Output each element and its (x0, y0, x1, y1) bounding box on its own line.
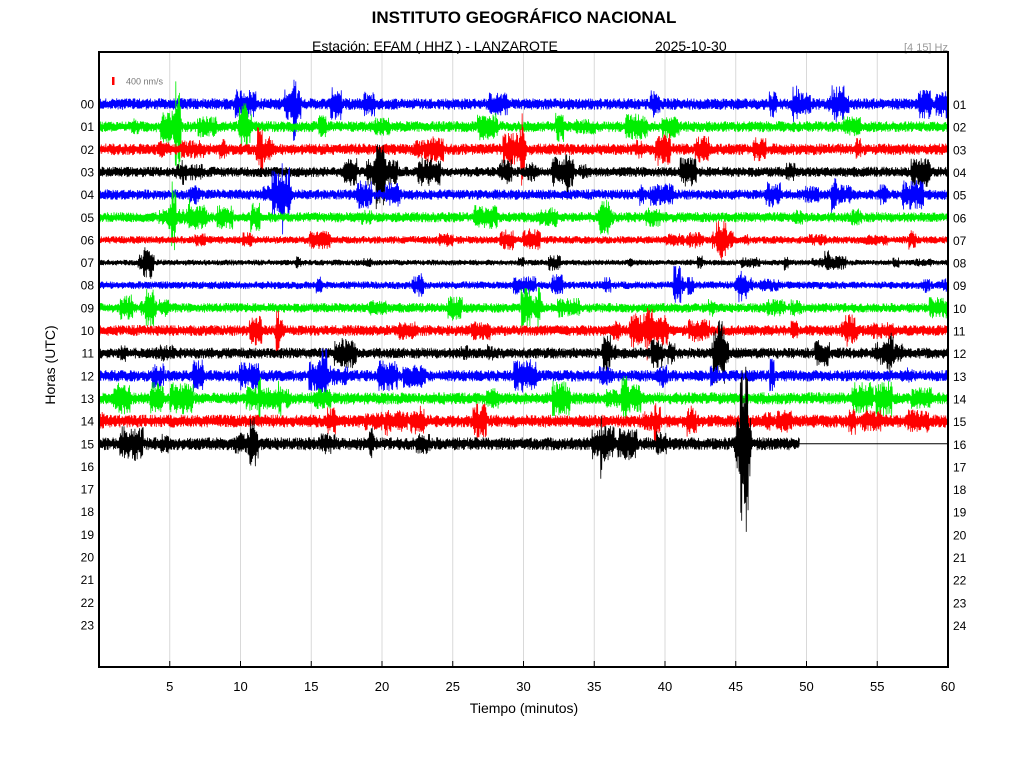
x-tick-label: 50 (799, 679, 813, 694)
left-hour-label: 13 (81, 392, 95, 406)
left-hour-label: 22 (81, 596, 95, 610)
right-hour-label: 23 (953, 596, 967, 610)
left-hour-label: 14 (81, 415, 95, 429)
right-hour-label: 17 (953, 460, 967, 474)
left-hour-label: 15 (81, 437, 95, 451)
trace-hour-00 (98, 79, 949, 141)
trace-hour-08 (98, 265, 949, 303)
x-tick-label: 40 (658, 679, 672, 694)
left-hour-label: 09 (81, 301, 95, 315)
chart-title: INSTITUTO GEOGRÁFICO NACIONAL (371, 8, 677, 27)
left-hour-label: 11 (82, 347, 95, 361)
trace-hour-09 (98, 287, 949, 329)
left-hour-label: 23 (81, 618, 95, 632)
right-hour-label: 08 (953, 257, 967, 271)
left-hour-label: 02 (81, 143, 95, 157)
left-hour-label: 17 (81, 483, 95, 497)
left-hour-label: 00 (81, 98, 95, 112)
left-hour-label: 06 (81, 233, 95, 247)
left-hour-label: 07 (81, 256, 95, 270)
right-hour-label: 02 (953, 121, 967, 135)
grid-lines (169, 52, 949, 667)
x-tick-label: 15 (304, 679, 318, 694)
left-hour-label: 19 (81, 528, 95, 542)
plot-frame (98, 51, 949, 668)
right-hour-label: 16 (953, 438, 967, 452)
trace-hour-11 (98, 320, 949, 384)
right-hour-label: 06 (953, 211, 967, 225)
trace-hour-10 (98, 307, 949, 361)
left-hour-label: 01 (81, 120, 95, 134)
x-tick-label: 10 (233, 679, 247, 694)
x-axis-label: Tiempo (minutos) (469, 700, 579, 716)
right-hour-label: 14 (953, 392, 967, 406)
record-date: 2025-10-30 (655, 38, 727, 54)
seismic-traces (98, 79, 949, 532)
left-hour-label: 05 (81, 211, 95, 225)
x-tick-label: 35 (587, 679, 601, 694)
right-hour-label: 11 (953, 325, 966, 339)
right-hour-label: 05 (953, 189, 967, 203)
trace-hour-07 (98, 247, 949, 279)
right-hour-label: 12 (953, 347, 967, 361)
scale-bar (112, 77, 115, 85)
left-hour-label: 21 (81, 573, 95, 587)
x-tick-label: 30 (516, 679, 530, 694)
left-hour-label: 16 (81, 460, 95, 474)
right-hour-label: 09 (953, 279, 967, 293)
station-label: Estación: EFAM ( HHZ ) - LANZAROTE 2025-… (312, 38, 727, 54)
right-hour-label: 07 (953, 234, 967, 248)
left-hour-label: 10 (81, 324, 95, 338)
left-hour-label: 20 (81, 551, 95, 565)
x-tick-label: 55 (870, 679, 884, 694)
left-hour-label: 04 (81, 188, 95, 202)
trace-hour-15 (98, 366, 800, 532)
left-hour-label: 12 (81, 369, 95, 383)
station-name: Estación: EFAM ( HHZ ) - LANZAROTE (312, 38, 558, 54)
right-hour-label: 19 (953, 506, 967, 520)
x-tick-label: 60 (941, 679, 955, 694)
left-hour-label: 18 (81, 505, 95, 519)
right-hour-label: 20 (953, 528, 967, 542)
left-hour-label: 08 (81, 279, 95, 293)
trace-hour-05 (98, 181, 949, 251)
x-tick-label: 5 (166, 679, 173, 694)
scale-label: 400 nm/s (126, 77, 164, 87)
trace-hour-03 (98, 144, 949, 210)
right-hour-label: 18 (953, 483, 967, 497)
right-hour-label: 13 (953, 370, 967, 384)
trace-hour-13 (98, 375, 949, 421)
right-hour-label: 15 (953, 415, 967, 429)
right-hour-label: 04 (953, 166, 967, 180)
x-tick-label: 20 (375, 679, 389, 694)
right-hour-label: 10 (953, 302, 967, 316)
trace-hour-06 (98, 220, 949, 260)
right-hour-label: 21 (953, 551, 967, 565)
trace-hour-04 (98, 163, 949, 235)
x-tick-label: 25 (446, 679, 460, 694)
trace-hour-12 (98, 348, 949, 404)
trace-hour-14 (98, 403, 949, 444)
axis-labels: 5 10 15 20 25 30 35 40 45 50 55 60 00 01 02 03 04 05 06 07 0… (81, 98, 967, 695)
right-hour-label: 24 (953, 619, 967, 633)
right-hour-label: 01 (953, 98, 967, 112)
x-tick-label: 45 (729, 679, 743, 694)
amplitude-scale: 400 nm/s (112, 77, 164, 87)
right-hour-label: 03 (953, 143, 967, 157)
trace-hour-01 (98, 81, 949, 172)
right-hour-label: 22 (953, 574, 967, 588)
left-hour-label: 03 (81, 165, 95, 179)
